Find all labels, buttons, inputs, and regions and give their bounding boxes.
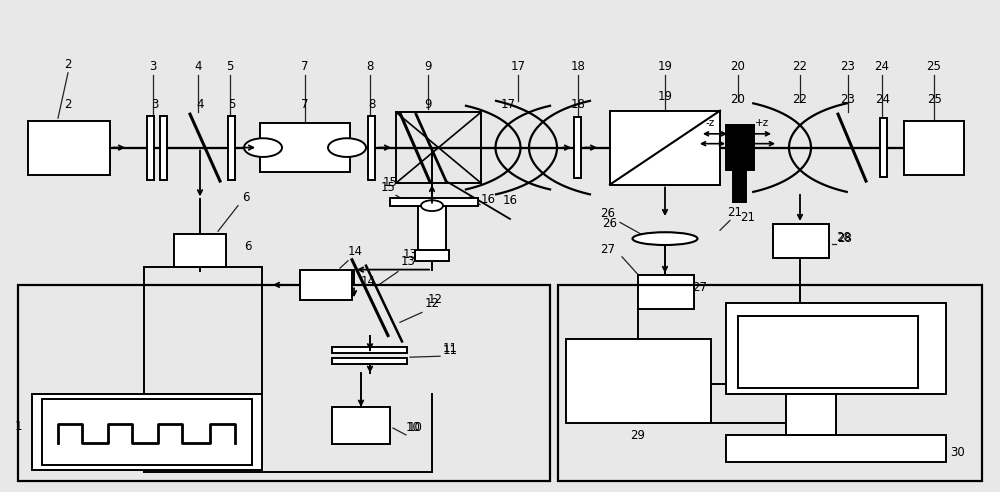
Bar [733, 167, 746, 202]
Text: 8: 8 [368, 98, 376, 111]
Text: 30: 30 [950, 446, 965, 459]
Text: 28: 28 [837, 231, 851, 244]
Text: 25: 25 [927, 60, 941, 73]
Text: 26: 26 [600, 208, 616, 220]
Bar [904, 121, 964, 175]
Text: 3: 3 [151, 98, 159, 111]
Text: 6: 6 [242, 191, 250, 204]
Bar [880, 118, 887, 177]
Bar [332, 347, 407, 353]
Bar [558, 285, 982, 481]
Bar [368, 116, 375, 180]
Text: 16: 16 [503, 194, 518, 207]
Bar [332, 358, 407, 364]
Text: 24: 24 [874, 60, 890, 73]
Bar [260, 123, 350, 172]
Text: 13: 13 [403, 248, 417, 261]
Text: 4: 4 [196, 98, 204, 111]
Text: 27: 27 [600, 243, 616, 256]
Bar [418, 206, 446, 251]
Text: 21: 21 [740, 211, 756, 224]
Text: 2: 2 [64, 98, 72, 111]
Text: 18: 18 [571, 60, 585, 73]
Text: 22: 22 [792, 60, 808, 73]
Text: 18: 18 [571, 98, 585, 111]
Text: 11: 11 [442, 342, 458, 355]
Bar [28, 121, 110, 175]
Circle shape [328, 138, 366, 157]
Text: 12: 12 [428, 293, 442, 306]
Text: 10: 10 [408, 422, 422, 434]
Bar [738, 316, 918, 388]
Bar [638, 275, 694, 309]
Text: 26: 26 [602, 217, 618, 230]
Bar [726, 125, 754, 170]
Bar [32, 394, 262, 470]
Bar [300, 270, 352, 300]
Bar [726, 303, 946, 394]
Text: -z: -z [705, 118, 715, 128]
Bar [574, 117, 581, 178]
Text: 25: 25 [928, 93, 942, 106]
Text: 20: 20 [731, 60, 745, 73]
Bar [174, 234, 226, 267]
Text: 22: 22 [792, 93, 808, 106]
Bar [415, 250, 449, 261]
Text: 19: 19 [658, 60, 672, 73]
Text: +z: +z [755, 118, 769, 128]
Bar [396, 112, 481, 183]
Text: 7: 7 [301, 60, 309, 73]
Text: 27: 27 [692, 281, 708, 294]
Text: 12: 12 [424, 297, 440, 310]
Bar [18, 285, 550, 481]
Text: 5: 5 [228, 98, 236, 111]
Text: 29: 29 [631, 429, 646, 442]
Text: 15: 15 [381, 182, 395, 194]
Text: 7: 7 [301, 98, 309, 111]
Text: 2: 2 [64, 59, 72, 71]
Text: 5: 5 [226, 60, 234, 73]
Bar [610, 111, 720, 184]
Text: 19: 19 [658, 91, 672, 103]
Text: 20: 20 [731, 93, 745, 106]
Text: 14: 14 [360, 275, 376, 288]
Text: 15: 15 [383, 177, 397, 189]
Bar [566, 339, 711, 423]
Circle shape [244, 138, 282, 157]
Text: 6: 6 [244, 241, 252, 253]
Text: 17: 17 [501, 98, 516, 111]
Text: 24: 24 [876, 93, 891, 106]
Text: 28: 28 [838, 232, 852, 245]
Bar [390, 198, 478, 206]
Bar [147, 116, 154, 180]
Text: 8: 8 [366, 60, 374, 73]
Text: 23: 23 [841, 93, 855, 106]
Text: 13: 13 [401, 255, 415, 268]
Text: 16: 16 [480, 193, 496, 206]
Bar [42, 399, 252, 465]
Bar [786, 394, 836, 435]
Text: 9: 9 [424, 60, 432, 73]
Text: 23: 23 [841, 60, 855, 73]
Text: 1: 1 [14, 420, 22, 433]
Text: 21: 21 [728, 206, 742, 219]
Circle shape [421, 200, 443, 211]
Ellipse shape [633, 232, 698, 245]
Bar [332, 407, 390, 444]
Bar [160, 116, 167, 180]
Text: 17: 17 [511, 60, 526, 73]
Text: 11: 11 [442, 344, 458, 357]
Text: 14: 14 [348, 246, 362, 258]
Text: 3: 3 [149, 60, 157, 73]
Bar [228, 116, 235, 180]
Text: 4: 4 [194, 60, 202, 73]
Bar [773, 224, 829, 258]
Bar [726, 435, 946, 462]
Text: 9: 9 [424, 98, 432, 111]
Text: 10: 10 [406, 421, 420, 434]
